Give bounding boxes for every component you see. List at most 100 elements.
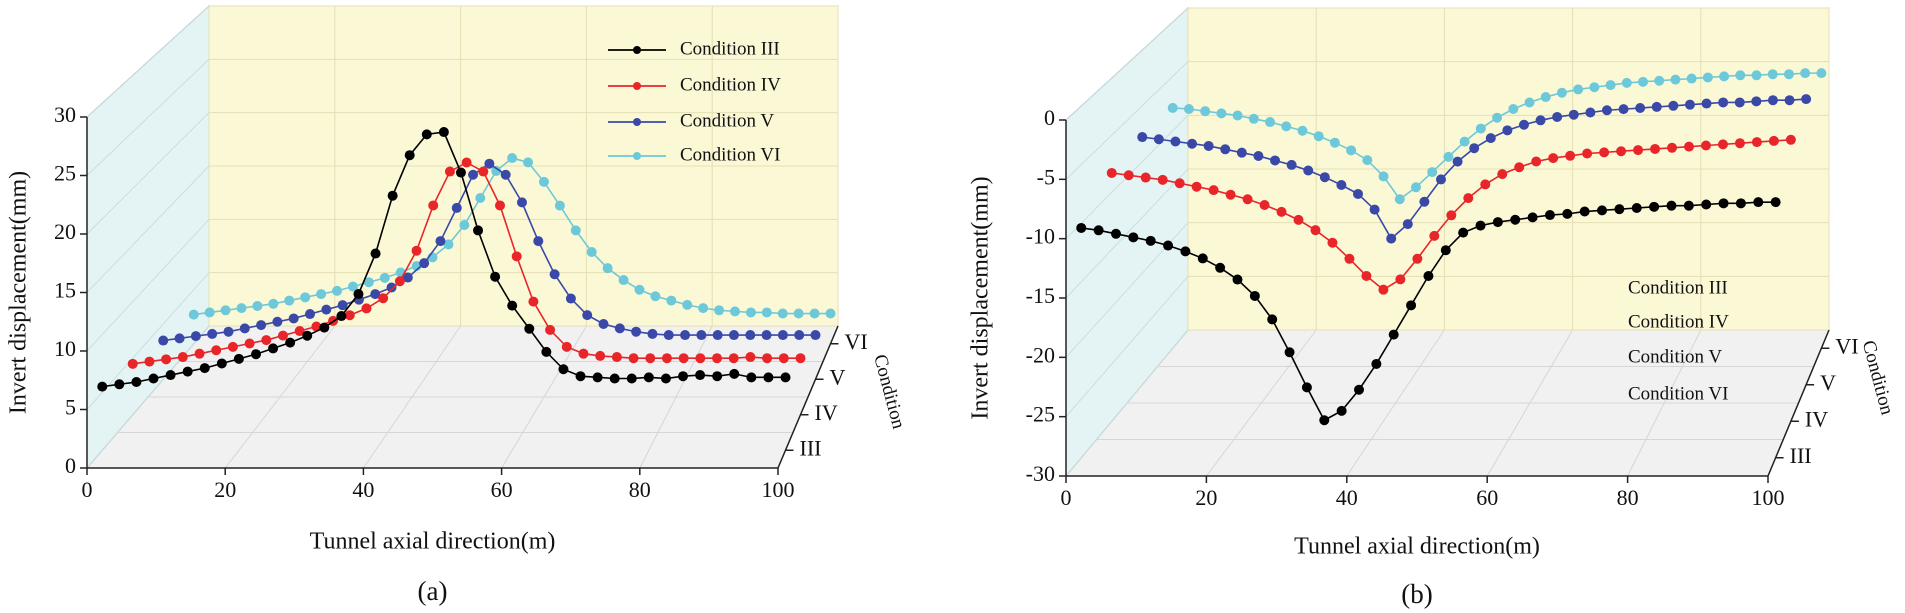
data-point <box>1735 198 1746 209</box>
data-point <box>1767 95 1778 106</box>
data-point <box>1518 119 1529 130</box>
data-point <box>1140 172 1151 183</box>
data-point <box>1215 262 1226 273</box>
data-point <box>1452 156 1463 167</box>
data-point <box>660 373 671 384</box>
data-point <box>1599 147 1610 158</box>
legend-marker <box>633 82 641 90</box>
data-point <box>220 305 231 316</box>
data-point <box>626 373 637 384</box>
side-grid-line <box>86 5 210 118</box>
data-point <box>1187 138 1198 149</box>
data-point <box>1293 214 1304 225</box>
data-point <box>1649 201 1660 212</box>
data-point <box>729 306 740 317</box>
data-point <box>1128 232 1139 243</box>
data-point <box>507 153 518 164</box>
data-point <box>1248 113 1259 124</box>
data-point <box>680 330 691 341</box>
data-point <box>1378 171 1389 182</box>
data-point <box>495 200 506 211</box>
data-point <box>1548 153 1559 164</box>
data-point <box>533 236 544 247</box>
data-point <box>1768 135 1779 146</box>
data-point <box>319 322 330 333</box>
data-point <box>524 323 535 334</box>
data-point <box>1301 382 1312 393</box>
data-point <box>468 169 479 180</box>
side-grid-line <box>1065 168 1189 299</box>
y-tick-label: 0 <box>1044 105 1055 130</box>
data-point <box>438 127 449 138</box>
data-point <box>305 309 316 320</box>
data-point <box>1106 167 1117 178</box>
data-point <box>361 303 372 314</box>
legend-label: Condition V <box>1628 346 1722 367</box>
data-point <box>1701 98 1712 109</box>
data-point <box>288 313 299 324</box>
data-point <box>461 157 472 168</box>
data-point <box>1093 225 1104 236</box>
data-point <box>216 358 227 369</box>
data-point <box>1767 69 1778 80</box>
data-point <box>268 298 279 309</box>
data-point <box>554 200 565 211</box>
y-tick-label: -15 <box>1026 283 1055 308</box>
data-point <box>728 330 739 341</box>
data-point <box>1200 106 1211 117</box>
z-axis-title: Condition <box>1858 338 1898 417</box>
data-point <box>277 330 288 341</box>
data-point <box>1265 117 1276 128</box>
data-point <box>1123 170 1134 181</box>
legend-label: Condition IV <box>1628 311 1729 332</box>
side-grid-line <box>86 165 210 293</box>
data-point <box>1734 97 1745 108</box>
data-point <box>311 321 322 332</box>
x-tick-label: 100 <box>762 477 795 502</box>
data-point <box>1270 155 1281 166</box>
data-point <box>618 275 629 286</box>
legend-label: Condition III <box>1628 277 1728 298</box>
data-point <box>239 323 250 334</box>
data-point <box>1735 70 1746 81</box>
data-point <box>1378 284 1389 295</box>
data-point <box>696 330 707 341</box>
data-point <box>284 295 295 306</box>
data-point <box>1220 144 1231 155</box>
data-point <box>491 166 502 177</box>
x-tick-label: 20 <box>1195 485 1217 510</box>
data-point <box>1702 72 1713 83</box>
data-point <box>1638 76 1649 87</box>
data-point <box>1361 270 1372 281</box>
data-point <box>778 353 789 364</box>
data-point <box>763 372 774 383</box>
data-point <box>370 289 381 300</box>
y-tick-label: -20 <box>1026 342 1055 367</box>
data-point <box>678 371 689 382</box>
data-point <box>1621 77 1632 88</box>
x-tick-label: 80 <box>629 477 651 502</box>
data-point <box>1191 181 1202 192</box>
data-point <box>261 335 272 346</box>
data-point <box>549 269 560 280</box>
data-point <box>1319 415 1330 426</box>
data-point <box>1249 290 1260 301</box>
data-point <box>1556 87 1567 98</box>
data-point <box>1684 99 1695 110</box>
data-point <box>302 330 313 341</box>
data-point <box>507 300 518 311</box>
data-point <box>1386 233 1397 244</box>
data-point <box>809 308 820 319</box>
data-point <box>1423 271 1434 282</box>
data-point <box>174 333 185 344</box>
data-point <box>602 263 613 274</box>
data-point <box>598 318 609 329</box>
data-point <box>451 202 462 213</box>
data-point <box>1463 193 1474 204</box>
data-point <box>650 291 661 302</box>
data-point <box>484 158 495 169</box>
data-point <box>1631 203 1642 214</box>
data-point <box>1232 274 1243 285</box>
data-point <box>443 239 454 250</box>
z-tick-label: VI <box>845 329 868 354</box>
